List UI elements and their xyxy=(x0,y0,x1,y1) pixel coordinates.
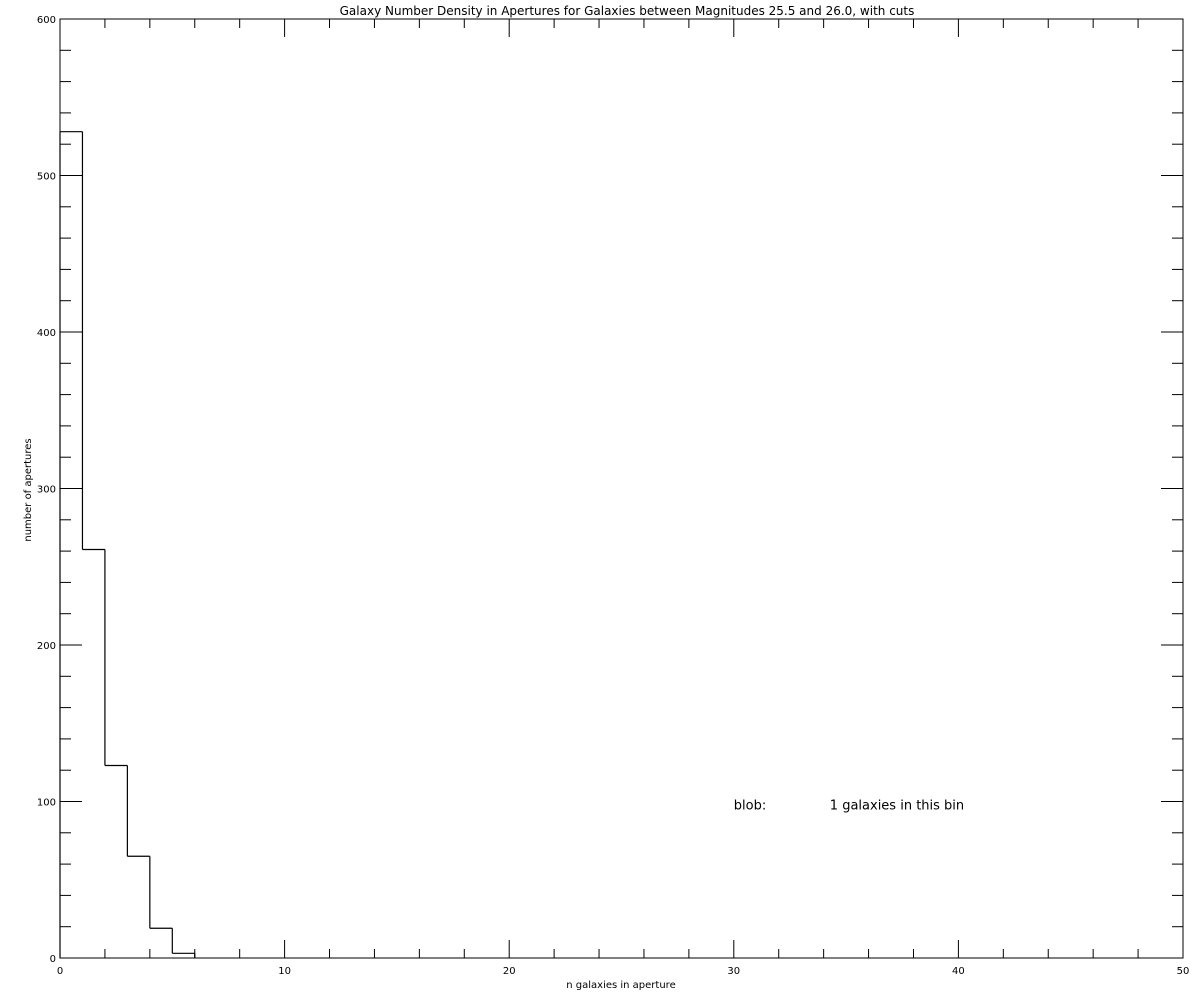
y-tick-label: 600 xyxy=(37,15,56,26)
x-tick-label: 30 xyxy=(727,966,740,977)
y-tick-label: 0 xyxy=(50,954,56,965)
y-axis-label: number of apertures xyxy=(23,438,34,541)
x-tick-label: 20 xyxy=(503,966,516,977)
y-tick-label: 500 xyxy=(37,172,56,183)
y-tick-label: 300 xyxy=(37,485,56,496)
chart-title: Galaxy Number Density in Apertures for G… xyxy=(340,4,915,18)
y-tick-label: 400 xyxy=(37,328,56,339)
x-axis-label: n galaxies in aperture xyxy=(566,980,675,991)
y-tick-label: 200 xyxy=(37,641,56,652)
annotation-label: blob: xyxy=(734,799,766,814)
x-tick-label: 50 xyxy=(1177,966,1190,977)
x-tick-label: 40 xyxy=(952,966,965,977)
y-tick-label: 100 xyxy=(37,798,56,809)
plot-frame xyxy=(59,18,1184,959)
x-tick-label: 10 xyxy=(278,966,291,977)
x-tick-label: 0 xyxy=(57,966,63,977)
annotation-text: 1 galaxies in this bin xyxy=(830,799,964,814)
